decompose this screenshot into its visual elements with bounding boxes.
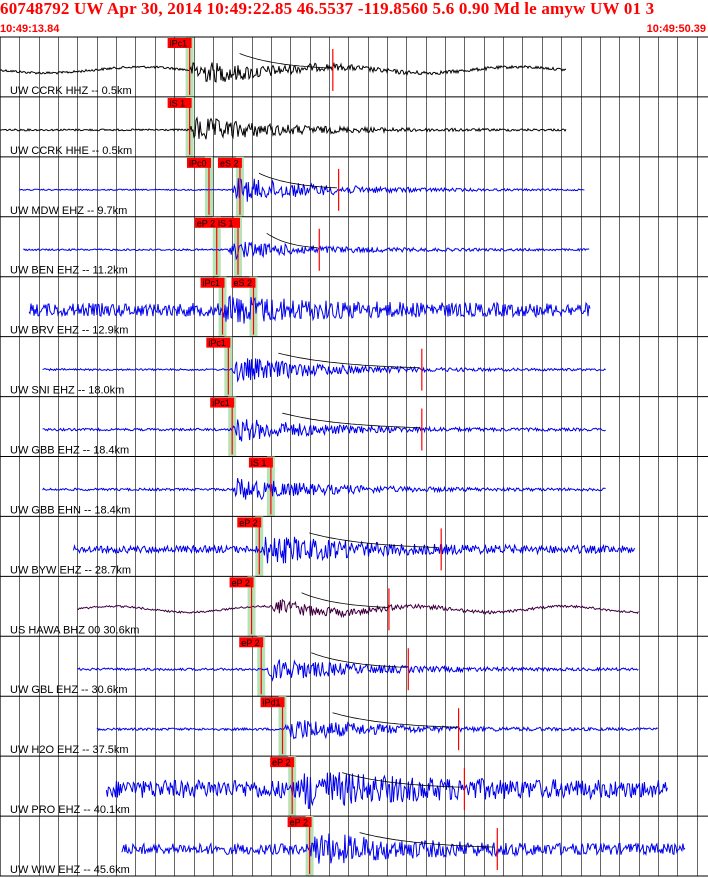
waveform-trace (42, 358, 606, 383)
station-label: UW BYW EHZ -- 28.7km (10, 564, 131, 576)
pick-label: iPc1 (208, 338, 226, 348)
station-label: UW GBB EHZ -- 18.4km (10, 445, 129, 457)
station-label: UW PRO EHZ -- 40.1km (10, 804, 130, 816)
pick-box[interactable] (237, 517, 262, 528)
coda-decay-curve (342, 772, 463, 788)
station-label: UW WIW EHZ -- 45.6km (10, 864, 130, 876)
window-start-time: 10:49:13.84 (0, 23, 60, 35)
pick-box[interactable] (167, 97, 192, 108)
station-label: UW H2O EHZ -- 37.5km (10, 744, 129, 756)
pick-label: eP 2 (239, 518, 257, 528)
coda-decay-curve (311, 652, 408, 668)
pick-label: iPc1 (212, 398, 230, 408)
pick-box[interactable] (287, 817, 312, 828)
waveform-trace (73, 536, 635, 564)
pick-label: eS 2 (220, 158, 239, 168)
pick-label: eP 2 (290, 818, 308, 828)
pick-label: iPd1 (263, 698, 281, 708)
pick-box[interactable] (200, 277, 225, 288)
waveform-trace (105, 772, 668, 809)
pick-label: iS 1 (251, 458, 267, 468)
waveform-trace (0, 116, 567, 140)
station-label: UW GBL EHZ -- 30.6km (10, 684, 128, 696)
pick-label: iPc1 (170, 39, 188, 49)
pick-label: eP 2 (241, 638, 259, 648)
waveform-trace (0, 61, 567, 83)
pick-box[interactable] (231, 277, 256, 288)
coda-decay-curve (239, 53, 333, 69)
waveform-trace (77, 659, 639, 682)
pick-label: eP 2 (232, 578, 250, 588)
pick-box[interactable] (210, 397, 235, 408)
pick-label: iS 1 (170, 98, 186, 108)
coda-decay-curve (332, 712, 459, 728)
pick-label: iPc0 (189, 158, 207, 168)
pick-label: iS 1 (218, 218, 234, 228)
event-header-title: 60748792 UW Apr 30, 2014 10:49:22.85 46.… (0, 0, 655, 18)
station-label: UW BEN EHZ -- 11.2km (10, 265, 128, 277)
pick-box[interactable] (217, 157, 242, 168)
station-label: UW SNI EHZ -- 18.0km (10, 385, 124, 397)
pick-box[interactable] (229, 577, 254, 588)
pick-box[interactable] (270, 757, 295, 768)
window-end-time: 10:49:50.39 (646, 23, 706, 35)
pick-box[interactable] (186, 157, 211, 168)
pick-box[interactable] (260, 697, 285, 708)
station-label: UW GBB EHN -- 18.4km (10, 504, 130, 516)
waveform-trace (96, 720, 659, 740)
pick-label: eS 2 (233, 278, 252, 288)
waveform-trace (42, 419, 606, 442)
coda-decay-curve (282, 412, 421, 429)
pick-label: eP 2 (197, 218, 215, 228)
station-label: UW BRV EHZ -- 12.9km (10, 325, 128, 337)
pick-box[interactable] (239, 637, 264, 648)
coda-decay-curve (309, 532, 439, 548)
coda-decay-curve (359, 832, 495, 848)
station-label: UW CCRK HHZ -- 0.5km (10, 85, 132, 97)
pick-label: eP 2 (272, 758, 290, 768)
pick-box[interactable] (248, 457, 273, 468)
coda-decay-curve (301, 592, 389, 608)
waveform-trace (23, 241, 590, 261)
waveform-trace (28, 295, 591, 324)
pick-box[interactable] (167, 38, 192, 48)
waveform-trace (19, 177, 585, 202)
coda-decay-curve (266, 232, 318, 249)
pick-box[interactable] (206, 337, 231, 348)
station-label: UW MDW EHZ -- 9.7km (10, 205, 127, 217)
waveform-trace (121, 833, 686, 864)
coda-decay-curve (258, 172, 338, 189)
station-label: US HAWA BHZ 00 30.6km (10, 624, 139, 636)
pick-box[interactable] (194, 217, 219, 228)
pick-box[interactable] (216, 217, 241, 228)
coda-decay-curve (278, 352, 420, 369)
waveform-trace (77, 598, 639, 619)
pick-label: iPc1 (203, 278, 221, 288)
station-label: UW CCRK HHE -- 0.5km (10, 145, 132, 157)
waveform-trace (42, 477, 606, 501)
